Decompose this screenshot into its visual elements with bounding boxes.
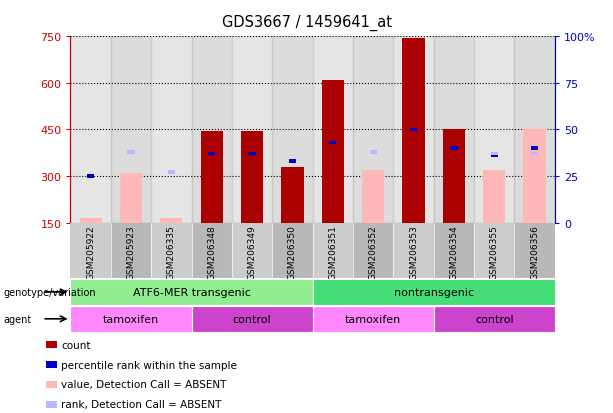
- Text: percentile rank within the sample: percentile rank within the sample: [61, 360, 237, 370]
- Bar: [353, 223, 394, 279]
- Bar: [531, 147, 538, 151]
- Text: GDS3667 / 1459641_at: GDS3667 / 1459641_at: [221, 14, 392, 31]
- Bar: [232, 223, 272, 279]
- Bar: [70, 223, 111, 279]
- Bar: [191, 37, 232, 223]
- Bar: [200, 132, 223, 223]
- Bar: [281, 167, 303, 223]
- Bar: [120, 173, 142, 223]
- Bar: [80, 218, 102, 223]
- Bar: [394, 223, 434, 279]
- Bar: [111, 37, 151, 223]
- Bar: [410, 128, 417, 132]
- Bar: [329, 141, 337, 145]
- Bar: [232, 37, 272, 223]
- Text: GSM205922: GSM205922: [86, 225, 95, 279]
- Bar: [433, 37, 474, 223]
- Bar: [208, 152, 215, 156]
- Bar: [402, 39, 425, 223]
- Bar: [151, 37, 191, 223]
- Text: control: control: [233, 314, 272, 324]
- Bar: [313, 223, 353, 279]
- Bar: [289, 160, 296, 164]
- Text: count: count: [61, 340, 91, 350]
- Text: GSM206353: GSM206353: [409, 225, 418, 280]
- Bar: [313, 37, 353, 223]
- Bar: [490, 152, 498, 156]
- Bar: [248, 152, 256, 156]
- Bar: [87, 175, 94, 178]
- Text: rank, Detection Call = ABSENT: rank, Detection Call = ABSENT: [61, 399, 222, 409]
- Bar: [70, 306, 191, 332]
- Bar: [111, 223, 151, 279]
- Text: tamoxifen: tamoxifen: [103, 314, 159, 324]
- Text: GSM206355: GSM206355: [490, 225, 499, 280]
- Bar: [474, 223, 514, 279]
- Bar: [370, 151, 377, 154]
- Text: GSM206350: GSM206350: [288, 225, 297, 280]
- Text: GSM206352: GSM206352: [368, 225, 378, 279]
- Bar: [353, 37, 394, 223]
- Text: GSM206351: GSM206351: [329, 225, 337, 280]
- Bar: [313, 306, 434, 332]
- Bar: [433, 223, 474, 279]
- Bar: [191, 306, 313, 332]
- Text: agent: agent: [3, 314, 31, 324]
- Bar: [483, 170, 505, 223]
- Bar: [433, 306, 555, 332]
- Bar: [191, 223, 232, 279]
- Bar: [443, 130, 465, 223]
- Text: genotype/variation: genotype/variation: [3, 287, 96, 297]
- Text: nontransgenic: nontransgenic: [394, 287, 474, 297]
- Bar: [128, 151, 135, 154]
- Bar: [474, 37, 514, 223]
- Bar: [168, 171, 175, 175]
- Text: value, Detection Call = ABSENT: value, Detection Call = ABSENT: [61, 380, 227, 389]
- Text: tamoxifen: tamoxifen: [345, 314, 402, 324]
- Bar: [151, 223, 191, 279]
- Text: GSM205923: GSM205923: [126, 225, 135, 279]
- Bar: [450, 147, 457, 151]
- Text: GSM206354: GSM206354: [449, 225, 459, 279]
- Text: GSM206335: GSM206335: [167, 225, 176, 280]
- Text: control: control: [475, 314, 514, 324]
- Bar: [272, 223, 313, 279]
- Bar: [514, 223, 555, 279]
- Text: GSM206349: GSM206349: [248, 225, 257, 279]
- Text: GSM206348: GSM206348: [207, 225, 216, 279]
- Text: GSM206356: GSM206356: [530, 225, 539, 280]
- Bar: [241, 132, 263, 223]
- Bar: [524, 130, 546, 223]
- Bar: [362, 170, 384, 223]
- Bar: [514, 37, 555, 223]
- Bar: [490, 154, 498, 158]
- Bar: [272, 37, 313, 223]
- Bar: [322, 81, 344, 223]
- Bar: [70, 279, 313, 305]
- Text: ATF6-MER transgenic: ATF6-MER transgenic: [132, 287, 251, 297]
- Bar: [531, 152, 538, 156]
- Bar: [70, 37, 111, 223]
- Bar: [160, 218, 183, 223]
- Bar: [394, 37, 434, 223]
- Bar: [313, 279, 555, 305]
